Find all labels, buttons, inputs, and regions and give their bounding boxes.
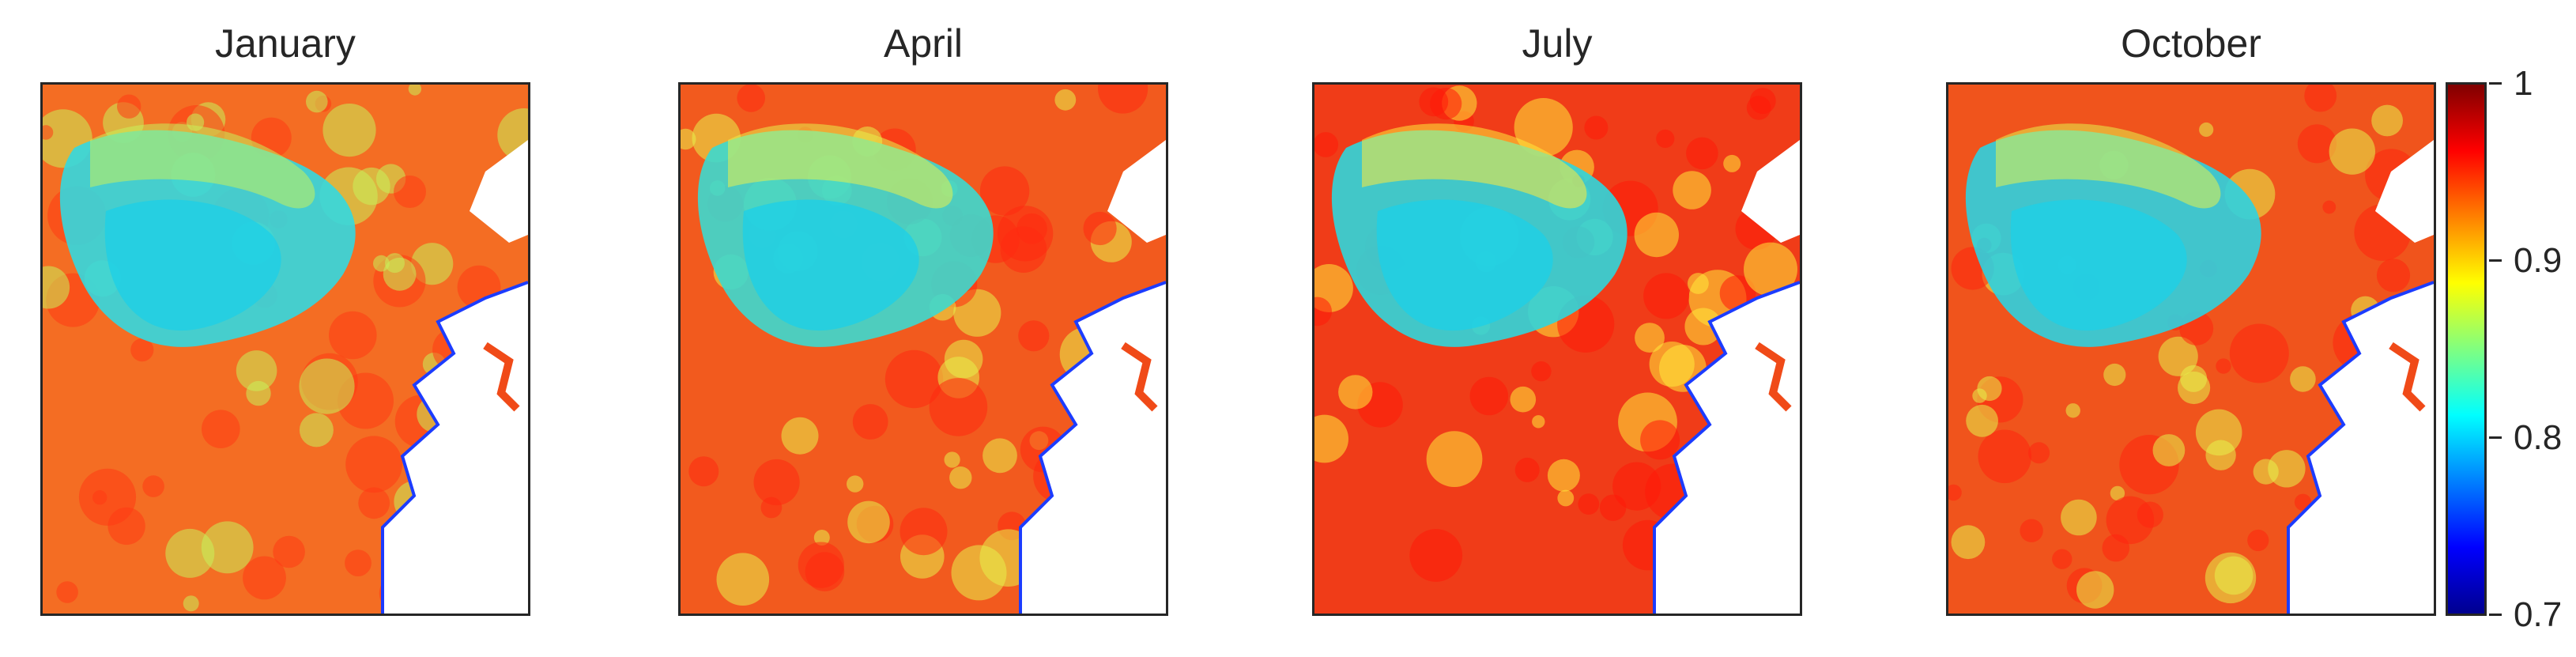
colorbar-tick-label: 1 [2514,64,2533,103]
colorbar-tick [2489,82,2502,85]
panel-july: July [1312,0,1802,657]
colorbar-tick [2489,436,2502,439]
colorbar-tick-label: 0.8 [2514,418,2563,457]
map-january [40,82,530,616]
panel-january: January [40,0,530,657]
map-october [1946,82,2436,616]
panel-title: July [1522,21,1593,66]
colorbar-tick-label: 0.7 [2514,595,2563,634]
map-july [1312,82,1802,616]
panel-october: October [1946,0,2436,657]
panel-title: January [215,21,356,66]
colorbar [2446,82,2487,616]
colorbar-tick [2489,614,2502,616]
panel-title: April [883,21,964,66]
colorbar-tick [2489,259,2502,262]
panel-april: April [678,0,1168,657]
map-april [678,82,1168,616]
colorbar-tick-label: 0.9 [2514,241,2563,280]
panel-title: October [2121,21,2261,66]
